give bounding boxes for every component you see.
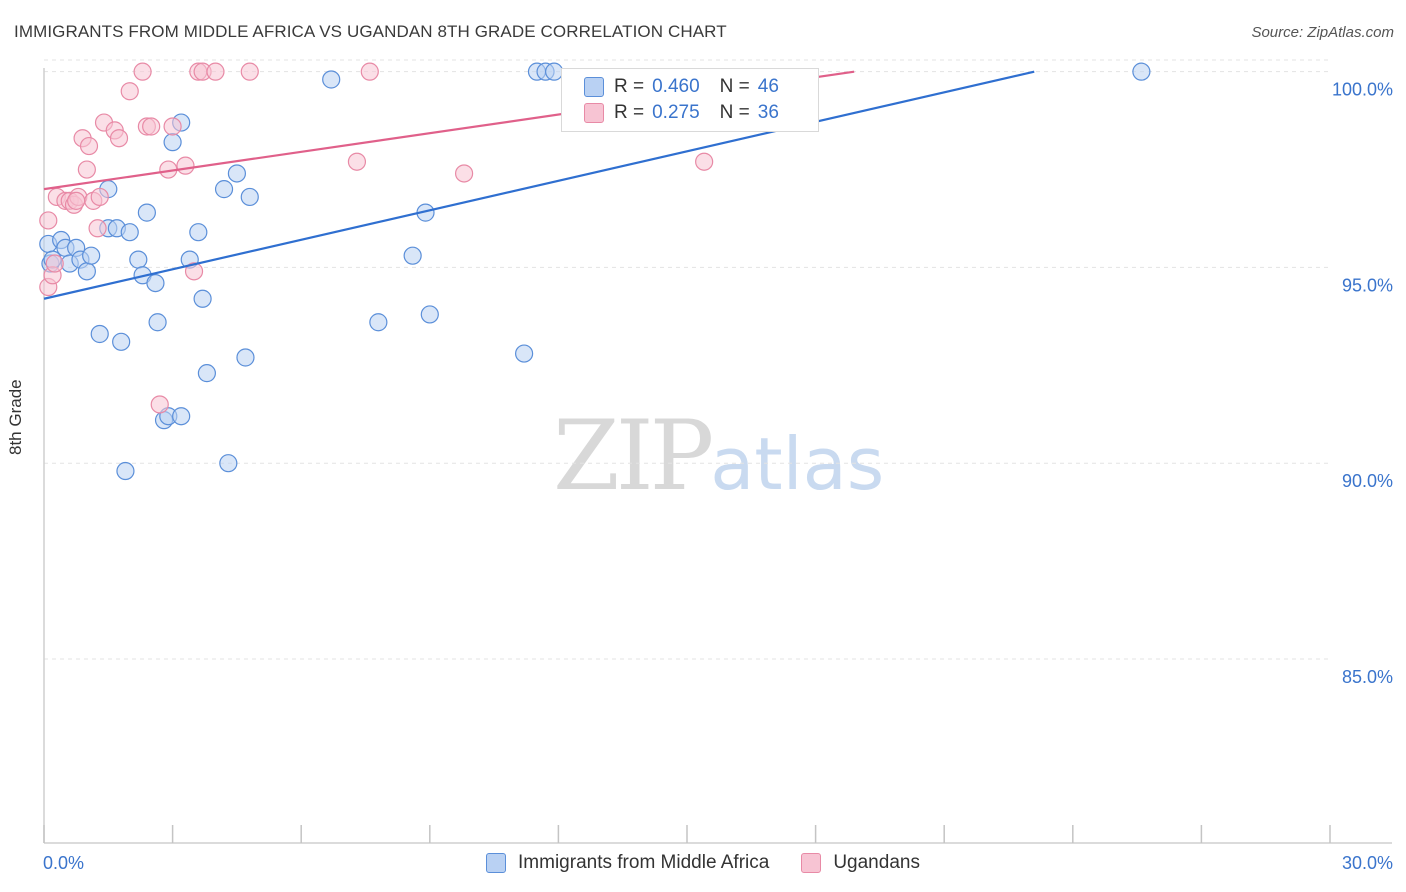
legend-row-middle-africa: R = 0.460 N = 46	[584, 74, 779, 100]
legend-item-middle-africa[interactable]: Immigrants from Middle Africa	[486, 852, 769, 874]
zipatlas-watermark: ZIPatlas	[553, 400, 884, 512]
middle-africa-point	[172, 407, 191, 426]
middle-africa-point	[112, 332, 131, 351]
middle-africa-point	[369, 313, 388, 332]
y-tick-label: 95.0%	[1342, 275, 1393, 295]
correlation-legend: R = 0.460 N = 46 R = 0.275 N = 36	[561, 68, 819, 132]
middle-africa-point	[82, 246, 101, 265]
source-credit: Source: ZipAtlas.com	[1251, 24, 1394, 41]
legend-swatch-pink	[801, 853, 822, 873]
y-tick-label: 90.0%	[1342, 471, 1393, 491]
ugandans-point	[142, 117, 161, 136]
ugandans-point	[39, 211, 58, 230]
middle-africa-point	[77, 262, 96, 281]
middle-africa-point	[227, 164, 246, 183]
ugandans-point	[150, 395, 169, 414]
middle-africa-point	[116, 461, 135, 481]
series-legend: Immigrants from Middle Africa Ugandans	[0, 852, 1406, 874]
ugandans-point	[176, 156, 195, 175]
middle-africa-point	[322, 70, 341, 89]
middle-africa-point	[189, 223, 208, 242]
middle-africa-point	[90, 324, 109, 344]
legend-swatch-blue	[584, 77, 604, 97]
legend-n-value: 36	[757, 102, 779, 123]
ugandans-point	[133, 62, 152, 81]
legend-label: Immigrants from Middle Africa	[518, 852, 770, 873]
chart-title: IMMIGRANTS FROM MIDDLE AFRICA VS UGANDAN…	[14, 22, 727, 41]
middle-africa-point	[240, 187, 259, 207]
ugandans-point	[120, 82, 139, 101]
middle-africa-point	[148, 313, 167, 332]
legend-row-ugandans: R = 0.275 N = 36	[584, 100, 779, 126]
ugandans-point	[109, 129, 129, 148]
watermark-zip: ZIP	[553, 400, 714, 512]
ugandans-point	[45, 254, 64, 273]
middle-africa-point	[236, 348, 255, 367]
legend-label: Ugandans	[833, 852, 920, 873]
middle-africa-point	[515, 344, 534, 363]
ugandans-point	[77, 160, 96, 179]
ugandans-point	[67, 191, 86, 210]
middle-africa-point	[403, 246, 422, 265]
ugandans-point	[240, 62, 259, 81]
ugandans-point	[347, 152, 367, 171]
watermark-atlas: atlas	[710, 422, 885, 506]
x-tick-label: 30.0%	[1342, 853, 1393, 873]
legend-item-ugandans[interactable]: Ugandans	[801, 852, 920, 874]
legend-swatch-pink	[584, 103, 604, 123]
legend-swatch-blue	[486, 853, 507, 873]
ugandans-point	[88, 219, 107, 238]
middle-africa-point	[146, 273, 165, 293]
y-tick-label: 85.0%	[1342, 667, 1393, 687]
ugandans-point	[79, 136, 99, 156]
middle-africa-point	[420, 305, 439, 324]
middle-africa-point	[1132, 62, 1151, 81]
middle-africa-point	[120, 223, 139, 242]
legend-r-value: 0.460	[652, 76, 700, 97]
middle-africa-point	[197, 364, 216, 383]
ugandans-point	[206, 62, 225, 81]
legend-n-label: N =	[719, 102, 750, 123]
x-tick-label: 0.0%	[43, 853, 84, 873]
legend-n-value: 46	[757, 76, 779, 97]
legend-r-value: 0.275	[652, 102, 700, 123]
middle-africa-point	[163, 133, 182, 152]
legend-r-label: R =	[614, 76, 645, 97]
ugandans-point	[454, 164, 474, 183]
middle-africa-point	[129, 250, 148, 269]
middle-africa-point	[193, 289, 212, 308]
middle-africa-point	[137, 203, 156, 222]
middle-africa-trendline	[43, 70, 1035, 300]
middle-africa-point	[219, 454, 238, 473]
legend-r-label: R =	[614, 102, 645, 123]
legend-n-label: N =	[719, 76, 750, 97]
y-tick-label: 100.0%	[1332, 80, 1393, 100]
ugandans-point	[360, 62, 379, 81]
ugandans-point	[184, 262, 204, 281]
ugandans-point	[695, 152, 714, 171]
ugandans-point	[90, 187, 109, 207]
ugandans-point	[163, 117, 182, 136]
middle-africa-point	[214, 180, 234, 199]
